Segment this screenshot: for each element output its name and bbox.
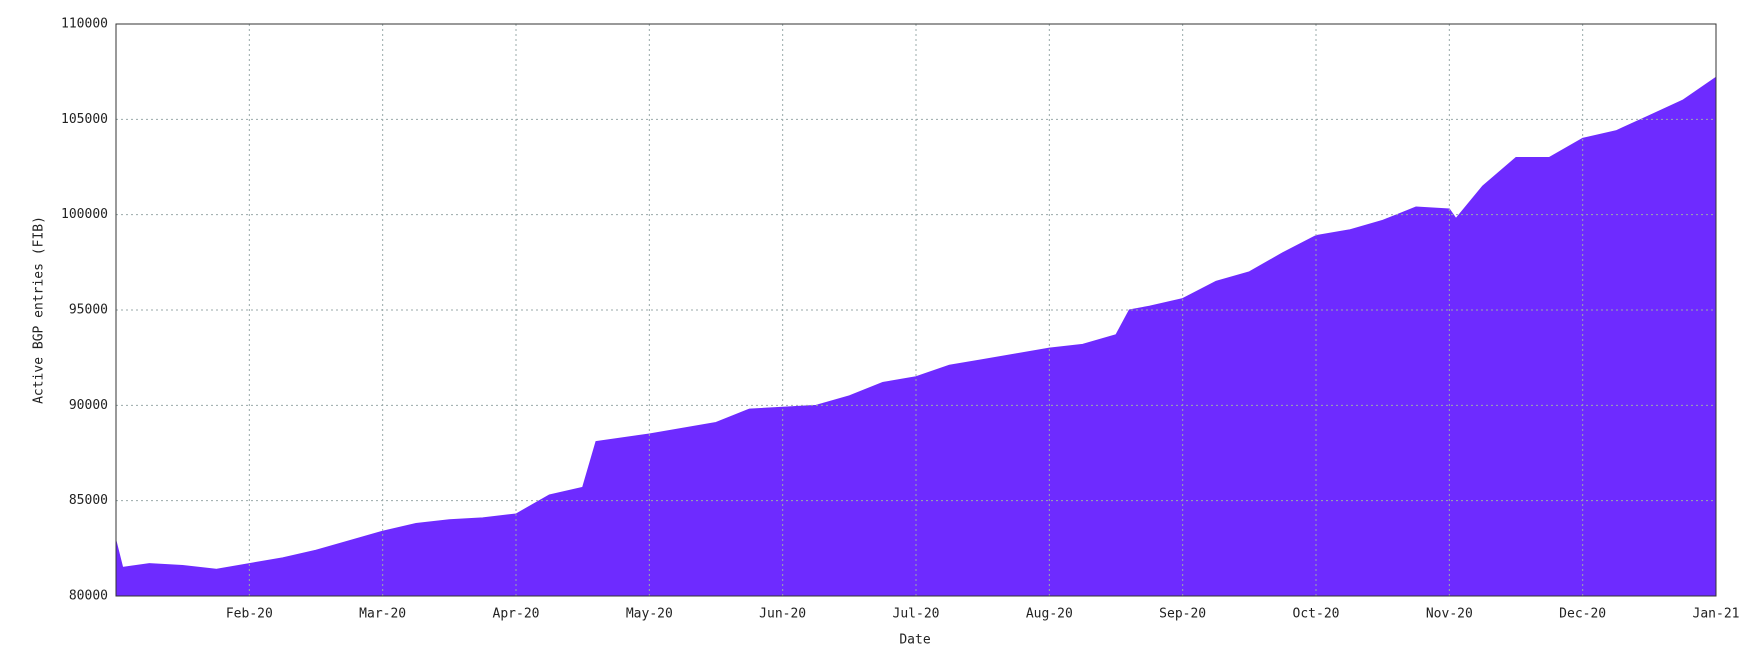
x-axis-label: Date: [899, 633, 930, 646]
x-tick-label: Sep-20: [1159, 607, 1206, 622]
x-tick-label: Aug-20: [1026, 607, 1073, 622]
x-tick-label: Mar-20: [359, 607, 406, 622]
x-tick-label: Dec-20: [1559, 607, 1606, 622]
x-tick-label: Nov-20: [1426, 607, 1473, 622]
y-tick-label: 90000: [69, 398, 108, 413]
y-tick-label: 85000: [69, 493, 108, 508]
x-tick-label: May-20: [626, 607, 673, 622]
area: [115, 76, 1717, 597]
x-tick-label: Jun-20: [759, 607, 806, 622]
x-tick-label: Jan-21: [1693, 607, 1740, 622]
y-tick-label: 80000: [69, 589, 108, 604]
plot-frame: [115, 23, 1717, 597]
y-axis-label: Active BGP entries (FIB): [32, 216, 47, 404]
x-tick-label: Jul-20: [893, 607, 940, 622]
y-tick-label: 110000: [61, 17, 108, 32]
y-tick-label: 100000: [61, 207, 108, 222]
y-tick-label: 105000: [61, 112, 108, 127]
x-tick-label: Feb-20: [226, 607, 273, 622]
x-tick-label: Oct-20: [1293, 607, 1340, 622]
x-tick-label: Apr-20: [493, 607, 540, 622]
y-tick-label: 95000: [69, 303, 108, 318]
